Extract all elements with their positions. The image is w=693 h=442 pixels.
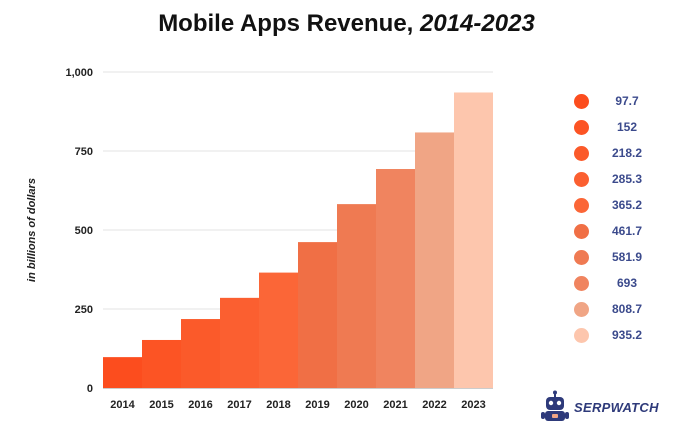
legend-item: 935.2 [570, 322, 680, 348]
x-axis-ticks: 2014 2015 2016 2017 2018 2019 2020 2021 2022 2023 [110, 399, 485, 411]
legend-swatch [574, 275, 589, 291]
y-tick-label: 750 [75, 146, 93, 158]
x-tick-label: 2014 [110, 399, 135, 411]
legend-item: 461.7 [570, 218, 680, 244]
legend-item: 365.2 [570, 192, 680, 218]
legend-value-label: 285.3 [611, 172, 643, 186]
legend-item: 808.7 [570, 296, 680, 322]
x-tick-label: 2020 [344, 399, 368, 411]
legend-swatch [574, 301, 589, 317]
legend-swatch [574, 93, 589, 109]
chart-title-range: 2014-2023 [420, 10, 535, 37]
x-tick-label: 2019 [305, 399, 329, 411]
chart-title-main: Mobile Apps Revenue, [158, 10, 421, 37]
bar-2017 [220, 297, 259, 388]
x-tick-label: 2021 [383, 399, 407, 411]
bar-2018 [259, 272, 298, 388]
legend-item: 693 [570, 270, 680, 296]
legend-item: 285.3 [570, 166, 680, 192]
bar-2023 [454, 92, 493, 388]
y-tick-label: 250 [75, 304, 93, 316]
bar-2016 [181, 319, 220, 388]
y-tick-label: 1,000 [65, 67, 93, 79]
x-tick-label: 2018 [266, 399, 290, 411]
legend-swatch [574, 145, 589, 161]
x-tick-label: 2015 [149, 399, 173, 411]
bar-2022 [415, 132, 454, 388]
legend-value-label: 461.7 [611, 224, 643, 238]
chart-title: Mobile Apps Revenue, 2014-2023 [0, 10, 693, 38]
legend-swatch [574, 249, 589, 265]
legend-value-label: 152 [616, 120, 638, 134]
bars [103, 92, 493, 388]
legend-item: 152 [570, 114, 680, 140]
bar-2014 [103, 357, 142, 388]
legend-swatch [574, 119, 589, 135]
bar-2019 [298, 242, 337, 388]
legend-item: 218.2 [570, 140, 680, 166]
legend-value-label: 808.7 [611, 302, 643, 316]
legend-value-label: 218.2 [611, 146, 643, 160]
bar-2020 [337, 204, 376, 388]
legend-value-label: 581.9 [611, 250, 643, 264]
legend-swatch [574, 197, 589, 213]
x-tick-label: 2023 [461, 399, 485, 411]
x-tick-label: 2022 [422, 399, 446, 411]
legend-swatch [574, 327, 589, 343]
legend-item: 97.7 [570, 88, 680, 114]
y-axis-ticks: 0 250 500 750 1,000 [65, 67, 93, 395]
x-tick-label: 2017 [227, 399, 251, 411]
legend-swatch [574, 223, 589, 239]
y-tick-label: 500 [75, 225, 93, 237]
bar-2015 [142, 339, 181, 388]
legend-swatch [574, 171, 589, 187]
y-tick-label: 0 [87, 383, 93, 395]
x-tick-label: 2016 [188, 399, 212, 411]
legend: 97.7 152 218.2 285.3 365.2 461.7 581.9 693 808.7… [570, 88, 680, 348]
legend-item: 581.9 [570, 244, 680, 270]
brand-name: SERPWATCH [574, 399, 659, 415]
robot-mascot-icon [541, 390, 569, 421]
legend-value-label: 693 [616, 276, 638, 290]
brand-logo: SERPWATCH [540, 390, 659, 424]
legend-value-label: 97.7 [615, 94, 639, 108]
legend-value-label: 935.2 [611, 328, 643, 342]
bar-2021 [376, 169, 415, 388]
legend-value-label: 365.2 [611, 198, 643, 212]
